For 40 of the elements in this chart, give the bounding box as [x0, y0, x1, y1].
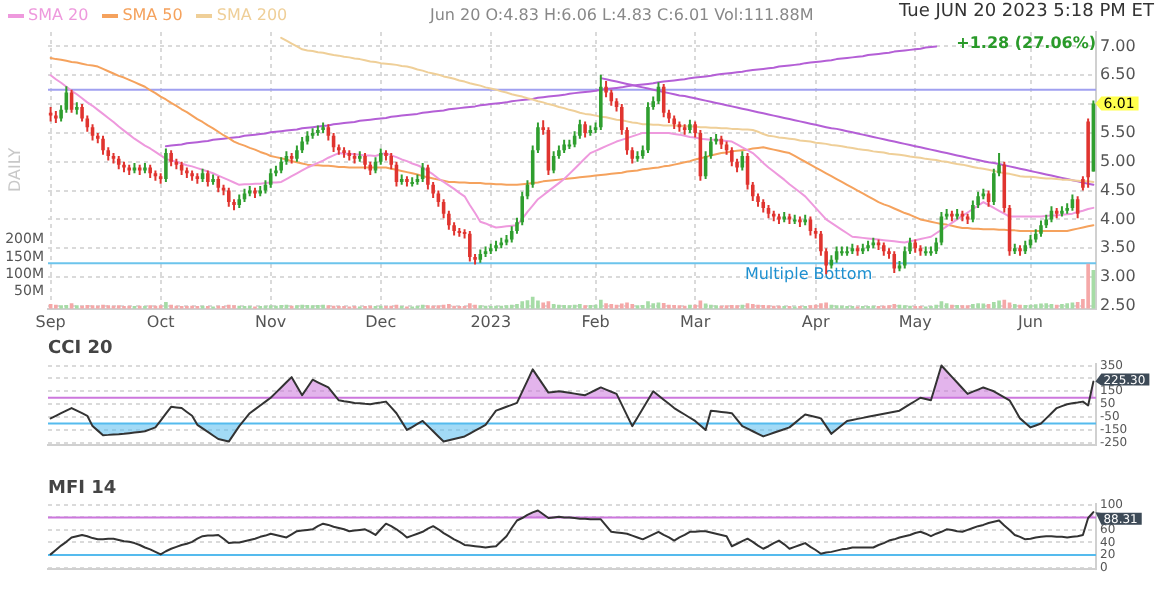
x-tick-label: 2023 — [470, 312, 512, 331]
y-tick-label: 4.50 — [1100, 180, 1136, 199]
candlestick — [578, 118, 582, 140]
y-tick-label: 5.00 — [1100, 151, 1136, 170]
x-tick-label: Apr — [801, 312, 831, 331]
candlestick — [730, 146, 734, 168]
x-tick-label: Mar — [680, 312, 712, 331]
candlestick — [892, 250, 897, 275]
y-tick-label: 7.00 — [1100, 36, 1136, 55]
candlestick — [971, 199, 975, 224]
y-tick-label: 6.50 — [1100, 65, 1136, 84]
candlestick — [227, 186, 231, 208]
candlestick — [646, 101, 650, 155]
candlestick — [902, 245, 907, 270]
legend-label: SMA 20 — [28, 6, 89, 24]
x-tick-label: Nov — [255, 312, 287, 331]
legend-label: SMA 50 — [122, 6, 183, 24]
legend-label: SMA 200 — [216, 6, 288, 24]
y-tick-label: 3.50 — [1100, 238, 1136, 257]
candlestick — [468, 229, 472, 263]
candlestick — [164, 147, 168, 183]
ref-line-label: Multiple Bottom — [744, 265, 873, 284]
x-tick-label: Sep — [35, 312, 66, 331]
chart-title: MFI 14 — [48, 479, 117, 500]
candlestick — [599, 73, 603, 132]
x-tick-label: Feb — [581, 312, 610, 331]
candlestick — [101, 134, 105, 156]
y-tick-label: 4.00 — [1100, 209, 1136, 228]
y-tick-label: 5.50 — [1100, 123, 1136, 142]
chart-title: CCI 20 — [48, 339, 113, 360]
x-tick-label: Jun — [1016, 312, 1043, 331]
y-tick-label: 3.00 — [1100, 267, 1136, 286]
text: Tue JUN 20 2023 5:18 PM ET — [899, 2, 1154, 22]
annotation: +1.28 (27.06%) — [956, 34, 1096, 52]
y-tick-label: 2.50 — [1100, 296, 1136, 315]
candlestick — [426, 163, 430, 191]
x-tick-label: Oct — [146, 312, 175, 331]
x-tick-label: May — [898, 312, 933, 331]
x-tick-label: Dec — [365, 312, 397, 331]
text: Jun 20 O:4.83 H:6.06 L:4.83 C:6.01 Vol:111.88M — [430, 6, 814, 24]
